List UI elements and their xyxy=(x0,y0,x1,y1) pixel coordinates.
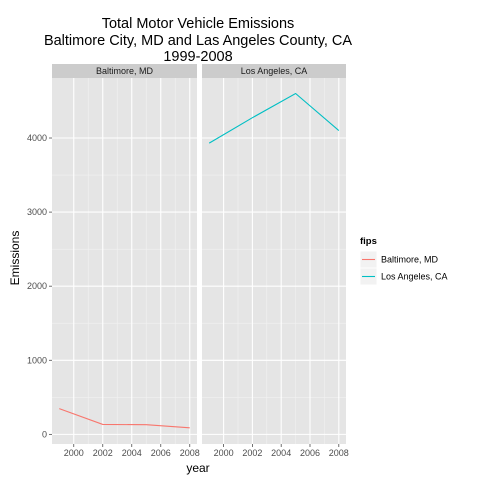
series-line xyxy=(208,92,340,144)
x-tick-label: 2002 xyxy=(242,448,262,458)
y-tick-label: 0 xyxy=(42,429,47,439)
y-axis-title: Emissions xyxy=(8,231,22,286)
y-tick-label: 1000 xyxy=(27,355,47,365)
y-tick-label: 2000 xyxy=(27,281,47,291)
panel-background xyxy=(202,78,346,444)
y-tick-label: 4000 xyxy=(27,133,47,143)
x-tick-label: 2002 xyxy=(93,448,113,458)
x-tick-label: 2000 xyxy=(64,448,84,458)
legend-title: fips xyxy=(360,236,377,247)
x-tick-label: 2008 xyxy=(329,448,349,458)
chart-title-line-1: Total Motor Vehicle Emissions xyxy=(102,16,295,32)
facet-strip xyxy=(202,64,346,78)
x-axis-title: year xyxy=(186,461,209,475)
legend: fips Baltimore, MD Los Angeles, CA xyxy=(359,236,448,286)
panel-background xyxy=(52,78,197,444)
facet-strip-label: Baltimore, MD xyxy=(96,66,154,76)
legend-item: Baltimore, MD xyxy=(359,250,439,269)
y-tick-label: 3000 xyxy=(27,207,47,217)
legend-label: Los Angeles, CA xyxy=(381,272,448,282)
chart-title-line-3: 1999-2008 xyxy=(163,49,232,65)
facet-panel: Los Angeles, CA 2000 2002 2004 2006 2008 xyxy=(202,64,349,458)
legend-label: Baltimore, MD xyxy=(381,255,439,265)
legend-keys: Baltimore, MD Los Angeles, CA xyxy=(359,250,448,286)
facet-strip xyxy=(52,64,197,78)
x-tick-label: 2000 xyxy=(214,448,234,458)
y-axis: 0 1000 2000 3000 4000 xyxy=(27,133,52,439)
chart-title: Total Motor Vehicle Emissions Baltimore … xyxy=(44,16,352,65)
legend-item: Los Angeles, CA xyxy=(359,267,448,286)
series-line xyxy=(59,408,190,429)
facet-panel: Baltimore, MD 2000 2002 2004 2006 2008 xyxy=(52,64,200,458)
x-tick-label: 2008 xyxy=(180,448,200,458)
x-tick-label: 2004 xyxy=(271,448,291,458)
facet-strip-label: Los Angeles, CA xyxy=(241,66,308,76)
chart-title-line-2: Baltimore City, MD and Las Angeles Count… xyxy=(44,33,352,49)
x-tick-label: 2006 xyxy=(300,448,320,458)
x-tick-label: 2006 xyxy=(151,448,171,458)
x-tick-label: 2004 xyxy=(122,448,142,458)
